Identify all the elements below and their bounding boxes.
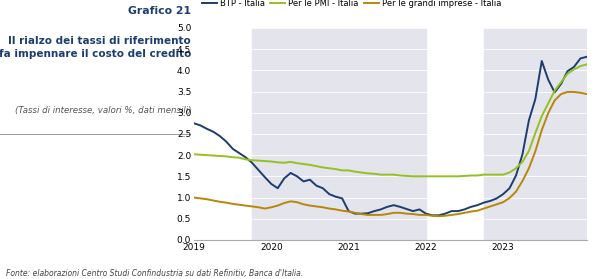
Text: Il rialzo dei tassi di riferimento
fa impennare il costo del credito: Il rialzo dei tassi di riferimento fa im… [0,36,191,59]
Legend: BTP - Italia, Per le PMI - Italia, Per le grandi imprese - Italia: BTP - Italia, Per le PMI - Italia, Per l… [198,0,504,12]
Text: Grafico 21: Grafico 21 [128,6,191,16]
Bar [252,28,303,240]
Bar [303,28,426,240]
Bar [484,28,587,240]
Text: (Tassi di interesse, valori %, dati mensili): (Tassi di interesse, valori %, dati mens… [14,106,191,115]
Text: Fonte: elaborazioni Centro Studi Confindustria su dati Refinitiv, Banca d'Italia: Fonte: elaborazioni Centro Studi Confind… [6,269,303,278]
